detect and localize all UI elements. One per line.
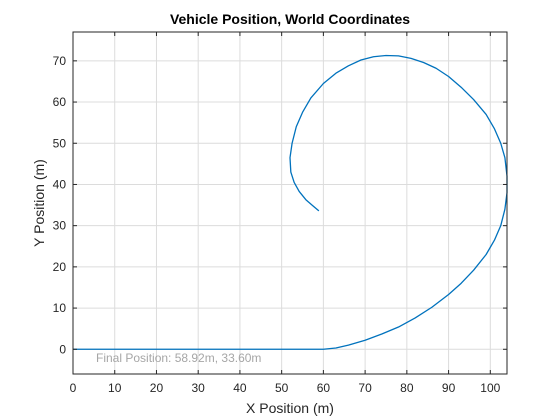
vehicle-path-line [73,54,508,350]
x-tick-label: 10 [108,381,122,395]
y-tick-label: 40 [53,177,67,191]
y-tick-label: 10 [53,301,67,315]
x-axis-title: X Position (m) [246,400,334,416]
y-tick-label: 20 [53,260,67,274]
y-tick-label: 50 [53,136,67,150]
series-layer [73,54,508,350]
chart-title: Vehicle Position, World Coordinates [170,11,410,27]
x-tick-label: 60 [317,381,331,395]
tick-labels: 0 10 20 30 40 50 60 70 80 90 100 0 10 20 30 40 50 60 70 [53,54,501,395]
tick-marks [72,32,507,374]
x-tick-label: 100 [480,381,500,395]
y-axis-title: Y Position (m) [31,159,47,247]
x-tick-label: 40 [233,381,247,395]
axes-box [72,31,508,375]
y-tick-label: 30 [53,219,67,233]
y-tick-label: 0 [59,342,66,356]
x-tick-label: 50 [275,381,289,395]
x-tick-label: 70 [358,381,372,395]
x-tick-label: 0 [70,381,77,395]
plot-area [73,32,507,374]
x-tick-label: 80 [400,381,414,395]
x-tick-label: 90 [442,381,456,395]
x-tick-label: 30 [192,381,206,395]
gridlines [72,32,507,374]
final-position-annotation: Final Position: 58.92m, 33.60m [96,351,261,365]
y-tick-label: 70 [53,54,67,68]
x-tick-label: 20 [150,381,164,395]
y-tick-label: 60 [53,95,67,109]
